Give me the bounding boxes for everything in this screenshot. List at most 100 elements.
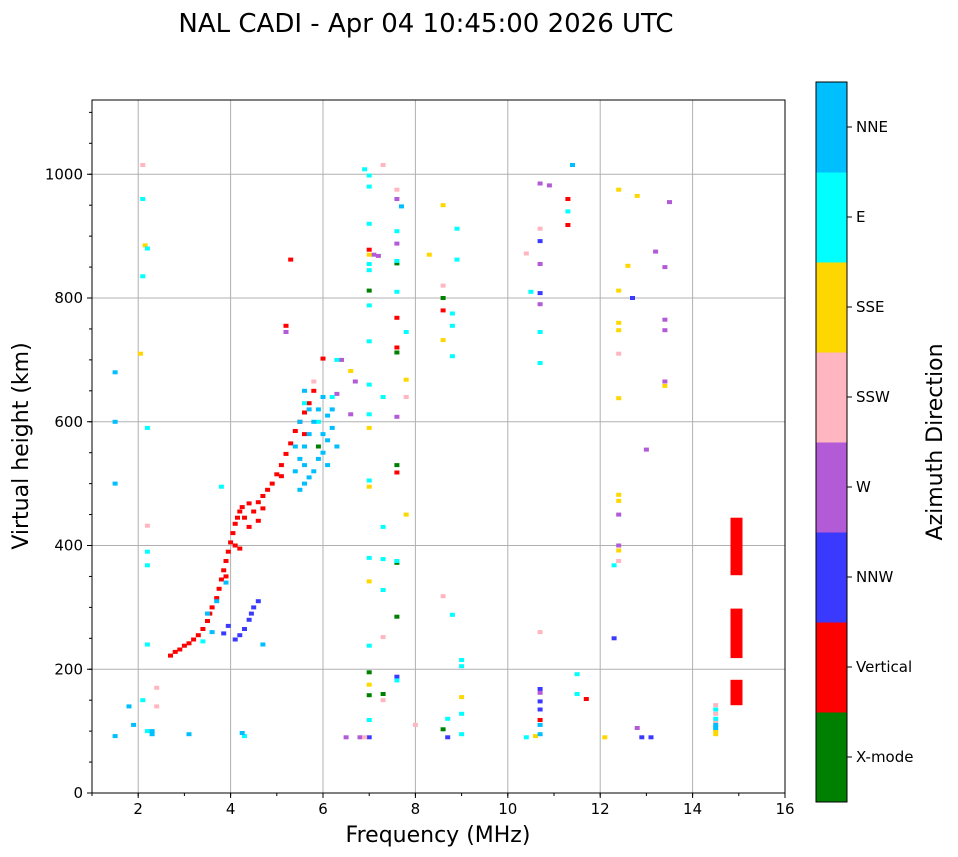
colorbar-segment-nnw — [816, 532, 847, 623]
echo-point-x-mode — [380, 692, 386, 696]
echo-point-ssw — [154, 704, 160, 709]
echo-point-vertical — [172, 649, 178, 654]
colorbar-label: Azimuth Direction — [923, 343, 948, 540]
echo-point-e — [315, 419, 321, 424]
echo-point-e — [329, 395, 335, 399]
echo-point-nne — [149, 729, 155, 734]
echo-point-nne — [292, 469, 298, 474]
echo-point-nne — [329, 425, 335, 430]
echo-point-nne — [302, 481, 307, 486]
vertical-echo-bar — [730, 608, 743, 659]
colorbar-tick-label: SSW — [856, 388, 890, 406]
echo-point-e — [574, 692, 580, 696]
echo-point-vertical — [394, 470, 400, 475]
echo-point-e — [523, 735, 529, 740]
echo-point-e — [394, 559, 400, 563]
echo-point-nne — [302, 444, 307, 449]
echo-point-e — [218, 484, 224, 489]
echo-point-vertical — [237, 509, 243, 514]
colorbar-frame — [815, 81, 848, 803]
echo-point-e — [528, 289, 534, 294]
echo-point-nne — [112, 734, 118, 739]
echo-point-w — [537, 262, 543, 266]
echo-point-nnw — [366, 735, 372, 740]
echo-point-ssw — [616, 559, 622, 563]
echo-point-e — [144, 425, 150, 430]
echo-point-nne — [260, 642, 266, 647]
echo-point-e — [449, 354, 455, 359]
echo-point-vertical — [225, 549, 231, 554]
echo-point-e — [380, 557, 386, 562]
echo-point-e — [459, 711, 465, 716]
echo-point-vertical — [440, 308, 446, 313]
echo-point-nnw — [225, 623, 231, 628]
echo-point-e — [459, 664, 465, 669]
echo-point-e — [713, 716, 719, 721]
echo-point-ssw — [440, 594, 446, 599]
x-tick-label: 12 — [591, 800, 610, 818]
echo-point-nne — [131, 722, 137, 727]
echo-point-e — [449, 612, 455, 617]
echo-point-w — [394, 197, 400, 201]
y-tick-label: 200 — [54, 660, 83, 678]
echo-point-sse — [616, 187, 622, 192]
echo-point-w — [352, 379, 358, 384]
echo-point-ssw — [713, 711, 719, 716]
colorbar-segment-e — [816, 172, 847, 263]
echo-point-vertical — [565, 197, 571, 201]
echo-point-nne — [325, 413, 331, 418]
echo-point-nne — [537, 732, 543, 737]
y-tick-label: 0 — [73, 784, 83, 802]
echo-point-vertical — [205, 619, 210, 623]
echo-point-ssw — [380, 163, 386, 167]
echo-point-e — [574, 672, 580, 677]
echo-point-vertical — [251, 509, 257, 514]
echo-point-nnw — [537, 699, 543, 704]
colorbar-tick-label: NNE — [856, 118, 888, 136]
echo-point-nnw — [242, 627, 247, 631]
echo-point-e — [144, 563, 150, 568]
echo-point-e — [242, 734, 247, 739]
colorbar: X-mode Vertical NNW W SSW SSE E NNE — [815, 81, 913, 803]
echo-point-e — [366, 643, 372, 648]
echo-point-e — [366, 478, 372, 483]
echo-point-w — [371, 252, 377, 257]
echo-point-nne — [239, 731, 245, 735]
echo-point-vertical — [366, 247, 372, 252]
echo-point-sse — [403, 512, 409, 517]
echo-point-vertical — [195, 633, 201, 638]
echo-point-e — [366, 262, 372, 266]
echo-point-w — [667, 200, 672, 205]
echo-point-ssw — [537, 226, 543, 231]
echo-point-e — [366, 382, 372, 387]
echo-point-vertical — [235, 515, 240, 520]
echo-point-vertical — [209, 605, 215, 610]
y-tick-label: 400 — [54, 537, 83, 555]
echo-point-nne — [325, 438, 331, 443]
echo-point-x-mode — [440, 727, 446, 732]
echo-point-vertical — [191, 637, 197, 642]
echo-point-nne — [570, 163, 575, 167]
echo-point-vertical — [394, 315, 400, 320]
echo-point-x-mode — [366, 670, 372, 675]
echo-point-vertical — [565, 223, 571, 227]
echo-point-nne — [223, 580, 229, 585]
echo-point-w — [348, 412, 354, 417]
echo-point-nne — [292, 444, 298, 449]
echo-point-e — [140, 274, 146, 279]
echo-point-x-mode — [315, 444, 321, 449]
echo-point-e — [140, 698, 146, 703]
echo-point-vertical — [302, 432, 307, 437]
chart-title: NAL CADI - Apr 04 10:45:00 2026 UTC — [178, 9, 673, 39]
echo-point-w — [537, 302, 543, 307]
echo-point-sse — [533, 734, 538, 739]
echo-point-ssw — [362, 735, 368, 740]
echo-point-vertical — [246, 501, 252, 506]
echo-point-sse — [366, 484, 372, 489]
echo-point-sse — [348, 369, 354, 373]
echo-point-x-mode — [394, 261, 400, 266]
echo-point-w — [283, 330, 289, 334]
echo-point-x-mode — [366, 693, 372, 698]
echo-point-vertical — [288, 257, 294, 262]
echo-point-vertical — [186, 641, 192, 646]
